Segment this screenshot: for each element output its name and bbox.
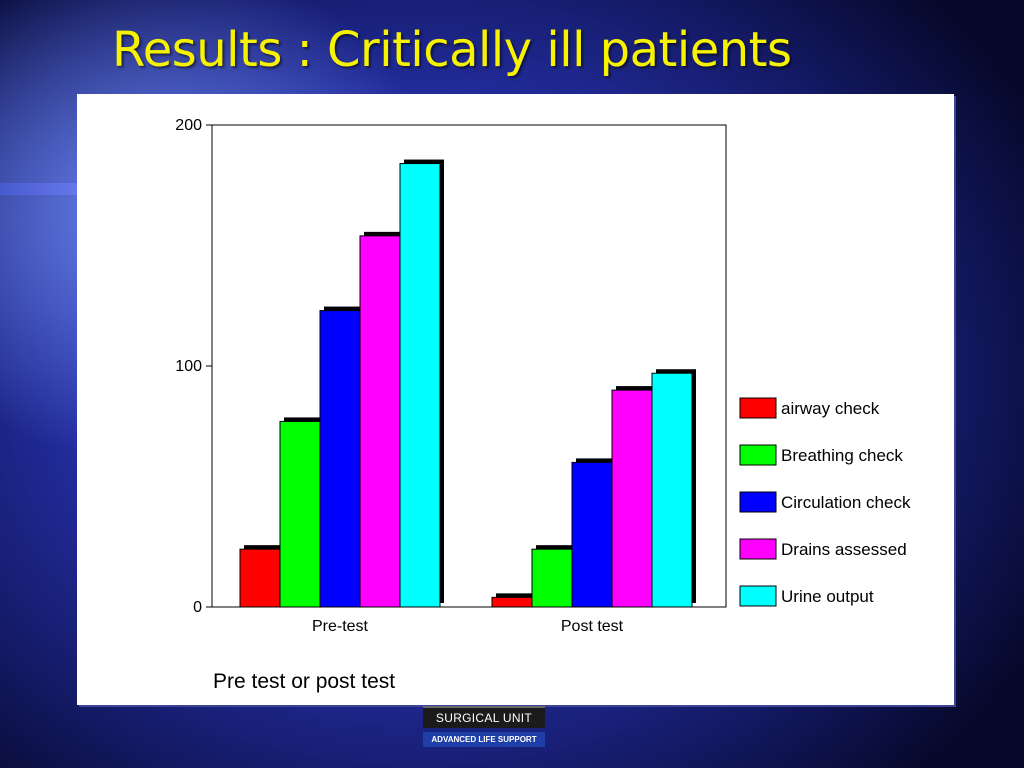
background-glow-bar	[0, 183, 80, 195]
x-tick-label: Pre-test	[312, 618, 369, 635]
bar-breathing-check	[531, 548, 573, 608]
bar-breathing-check	[279, 420, 321, 608]
legend-swatch	[739, 585, 777, 607]
bar-urine-output	[651, 372, 693, 608]
logo-tagline: ADVANCED LIFE SUPPORT	[423, 732, 545, 747]
chart-panel: 0 100 200 Pre-test Post test Pre test or post…	[77, 94, 954, 705]
legend-label: Drains assessed	[781, 540, 907, 559]
legend-label: airway check	[781, 399, 880, 418]
bar-airway-check	[491, 596, 533, 608]
legend-label: Circulation check	[781, 493, 911, 512]
slide-title: Results : Critically ill patients	[112, 22, 792, 78]
legend-swatch	[739, 538, 777, 560]
bar-drains-assessed	[611, 389, 653, 608]
legend-label: Breathing check	[781, 446, 903, 465]
cardiac-surgical-unit-logo: SURGICAL UNIT ADVANCED LIFE SUPPORT	[423, 706, 545, 747]
bar-chart: 0 100 200 Pre-test Post test Pre test or post…	[175, 117, 911, 693]
legend-swatch	[739, 491, 777, 513]
y-tick-label: 100	[175, 358, 202, 375]
x-axis-label: Pre test or post test	[213, 670, 395, 693]
legend-label: Urine output	[781, 587, 874, 606]
legend-swatch	[739, 397, 777, 419]
x-tick-label: Post test	[561, 618, 624, 635]
bar-airway-check	[239, 548, 281, 608]
bar-drains-assessed	[359, 235, 401, 608]
y-tick-label: 0	[193, 599, 202, 616]
logo-unit-text: SURGICAL UNIT	[423, 706, 545, 728]
legend-swatch	[739, 444, 777, 466]
bar-circulation-check	[319, 310, 361, 608]
bar-circulation-check	[571, 461, 613, 608]
bar-urine-output	[399, 163, 441, 608]
y-tick-label: 200	[175, 117, 202, 134]
